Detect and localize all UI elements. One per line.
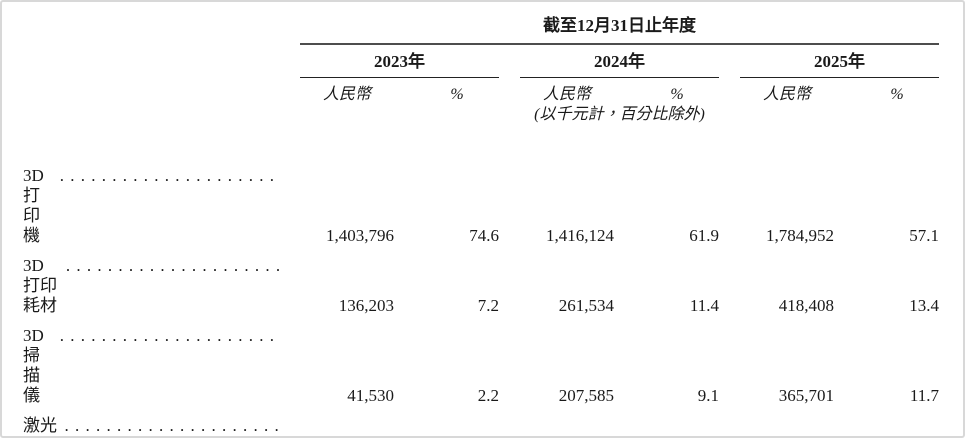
pct-value-cell: 7.2 — [477, 296, 499, 316]
pct-value-cell: 13.4 — [909, 296, 939, 316]
rmb-value-cell: 261,534 — [558, 296, 614, 316]
rmb-value-cell: 41,530 — [347, 386, 394, 406]
rmb-value-cell: 111,232 — [300, 411, 394, 436]
row-label-cell: 3D打印機 — [23, 161, 279, 251]
year-header-2024: 2024年 — [520, 45, 719, 79]
pct-value-cell: 2.2 — [477, 386, 499, 406]
spacer-cell — [23, 105, 279, 161]
year-header-row: 2023年 2024年 2025年 — [23, 45, 939, 79]
dot-leader — [60, 326, 279, 346]
rmb-value-cell: 1,403,796 — [326, 225, 394, 245]
pct-header-2023: % — [450, 86, 464, 104]
pct-value-cell: 11.4 — [689, 296, 719, 316]
dot-leader — [60, 166, 279, 186]
row-label: 3D打印機 — [23, 165, 44, 245]
rmb-header-2025: 人民幣 — [762, 86, 811, 104]
rmb-header-2023: 人民幣 — [322, 86, 371, 104]
pct-value-cell: 7.2 — [855, 411, 939, 436]
row-label: 激光雕刻機 — [23, 416, 57, 436]
pct-value-cell: 74.6 — [469, 225, 499, 245]
rmb-value-cell: 163,423 — [520, 411, 614, 436]
revenue-breakdown-table: 截至12月31日止年度 2023年 2024年 2025年 人民幣 % 人民幣 … — [2, 12, 960, 436]
unit-note-row: (以千元計，百分比除外) — [23, 105, 939, 161]
rmb-header-2024: 人民幣 — [542, 86, 591, 104]
pct-value-cell: 57.1 — [909, 225, 939, 245]
rmb-value-cell: 365,701 — [778, 386, 834, 406]
rmb-value-cell: 1,416,124 — [546, 225, 614, 245]
spacer-cell — [23, 45, 279, 78]
column-header-row: 人民幣 % 人民幣 % 人民幣 % — [23, 78, 939, 105]
pct-header-2024: % — [670, 86, 684, 104]
table-row: 激光雕刻機 111,232 5.9 163,423 7.1 225,434 7.… — [23, 411, 939, 436]
rmb-value-cell: 136,203 — [338, 296, 394, 316]
rmb-value-cell: 1,784,952 — [766, 225, 834, 245]
table-row: 3D掃描儀 41,530 2.2 207,585 9.1 365,701 11.… — [23, 321, 939, 411]
dot-leader — [65, 416, 280, 436]
table-row: 3D打印耗材 136,203 7.2 261,534 11.4 418,408 … — [23, 251, 939, 321]
pct-value-cell: 5.9 — [415, 411, 499, 436]
unit-note: (以千元計，百分比除外) — [534, 105, 705, 123]
row-label-cell: 激光雕刻機 — [23, 411, 280, 436]
row-label: 3D打印耗材 — [23, 256, 57, 316]
table-title: 截至12月31日止年度 — [300, 12, 939, 46]
pct-header-2025: % — [890, 86, 904, 104]
dot-leader — [66, 256, 279, 276]
rmb-value-cell: 225,434 — [740, 411, 834, 436]
pct-value-cell: 11.7 — [909, 386, 939, 406]
pct-value-cell: 61.9 — [689, 225, 719, 245]
rmb-value-cell: 418,408 — [778, 296, 834, 316]
table-row: 3D打印機 1,403,796 74.6 1,416,124 61.9 1,78… — [23, 161, 939, 251]
row-label-cell: 3D打印耗材 — [23, 251, 279, 321]
row-label: 3D掃描儀 — [23, 326, 44, 406]
rmb-value-cell: 207,585 — [558, 386, 614, 406]
spacer-cell — [23, 78, 279, 105]
row-label-cell: 3D掃描儀 — [23, 321, 279, 411]
pct-value-cell: 7.1 — [635, 411, 719, 436]
year-header-2023: 2023年 — [300, 45, 499, 79]
spacer-cell — [23, 12, 279, 45]
year-header-2025: 2025年 — [740, 45, 939, 79]
table-title-row: 截至12月31日止年度 — [23, 12, 939, 46]
pct-value-cell: 9.1 — [697, 386, 719, 406]
